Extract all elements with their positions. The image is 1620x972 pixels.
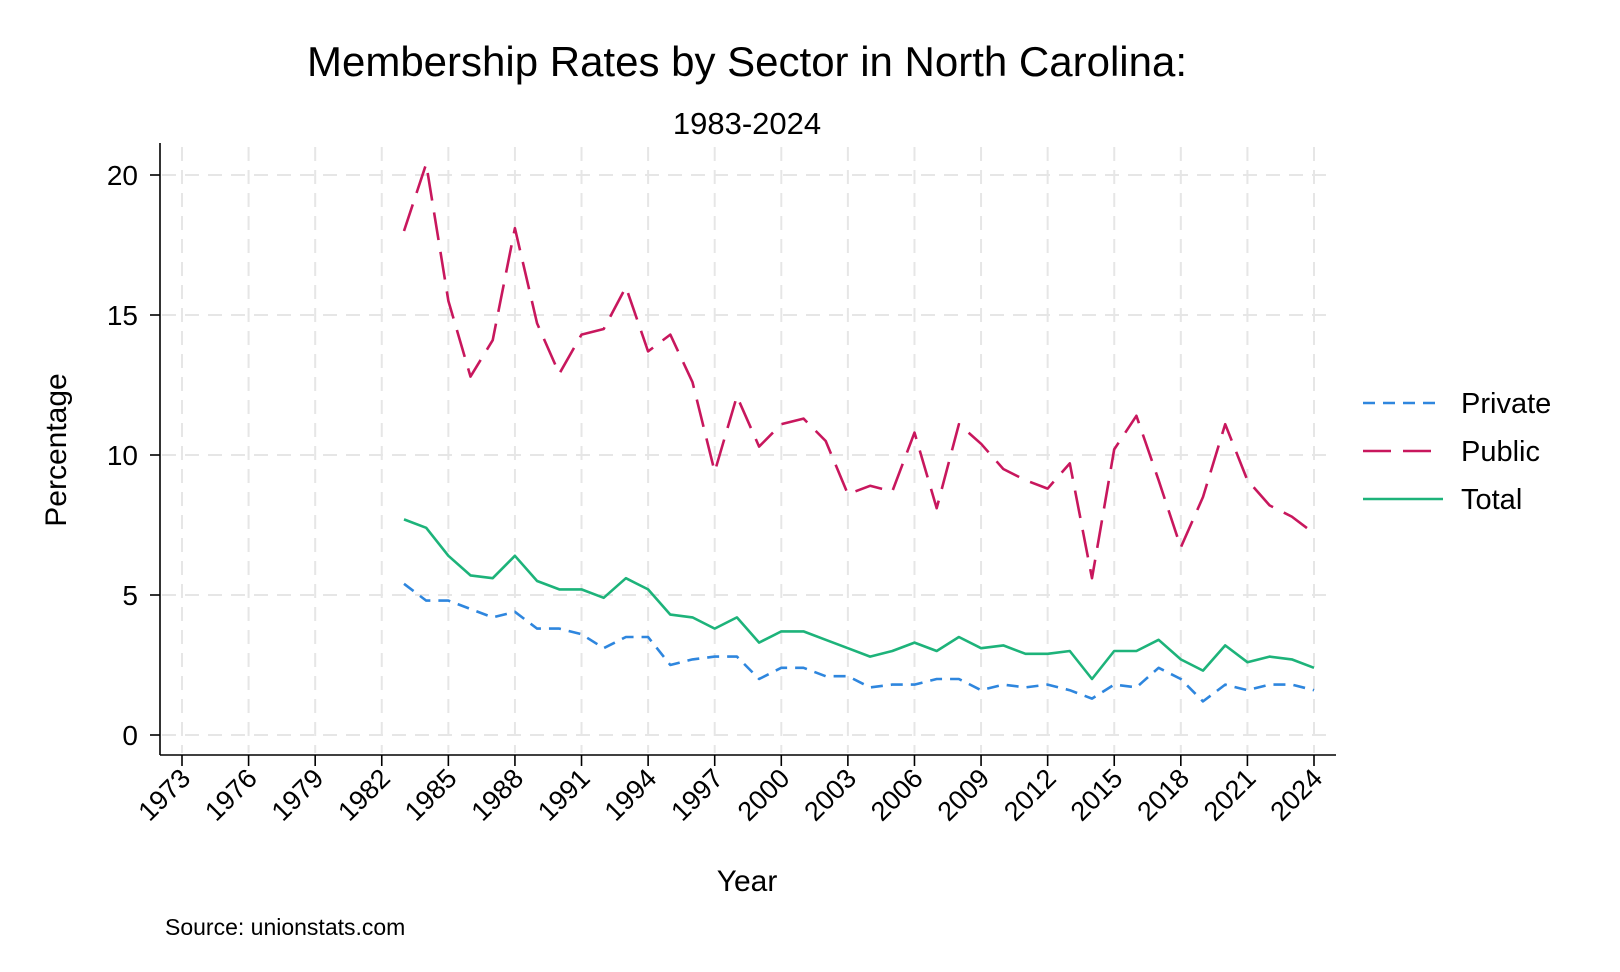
- x-tick-label: 2015: [1065, 763, 1129, 827]
- y-tick-label: 10: [107, 440, 138, 471]
- x-tick-label: 2024: [1265, 763, 1329, 827]
- legend-label-total: Total: [1461, 484, 1522, 516]
- x-tick-label: 2000: [732, 763, 796, 827]
- y-tick-label: 15: [107, 300, 138, 331]
- legend-label-public: Public: [1461, 436, 1540, 468]
- legend-label-private: Private: [1461, 388, 1551, 420]
- x-tick-label: 2009: [932, 763, 996, 827]
- x-tick-label: 2006: [865, 763, 929, 827]
- x-tick-label: 2003: [798, 763, 862, 827]
- x-tick-label: 1973: [133, 763, 197, 827]
- y-tick-label: 5: [122, 580, 138, 611]
- x-tick-label: 2018: [1131, 763, 1195, 827]
- y-tick-label: 20: [107, 160, 138, 191]
- y-ticks: 0 5 10 15 20: [107, 160, 160, 751]
- x-axis-label: Year: [717, 865, 778, 898]
- x-tick-label: 1979: [266, 763, 330, 827]
- series-line-total: [403, 518, 1315, 681]
- legend: Private Public Total: [1363, 388, 1551, 516]
- chart-title: Membership Rates by Sector in North Caro…: [307, 38, 1187, 85]
- axes: [159, 143, 1336, 756]
- series-line-public: [402, 162, 1315, 580]
- x-tick-label: 1988: [465, 763, 529, 827]
- x-tick-label: 1997: [665, 763, 729, 827]
- series-line-private: [403, 582, 1315, 703]
- x-tick-label: 1985: [399, 763, 463, 827]
- x-tick-label: 1976: [199, 763, 263, 827]
- x-tick-label: 1982: [332, 763, 396, 827]
- x-tick-label: 2012: [998, 763, 1062, 827]
- x-tick-label: 1994: [599, 763, 663, 827]
- y-tick-label: 0: [122, 720, 138, 751]
- x-ticks: 1973 1976 1979 1982 1985 1988 1991 1994 1997 2000…: [133, 755, 1329, 827]
- y-axis-label: Percentage: [40, 373, 73, 526]
- source-note: Source: unionstats.com: [165, 914, 405, 940]
- x-tick-label: 1991: [532, 763, 596, 827]
- series-lines: [402, 162, 1315, 703]
- grid-lines: [162, 147, 1334, 753]
- x-tick-label: 2021: [1198, 763, 1262, 827]
- chart-subtitle: 1983-2024: [673, 106, 821, 141]
